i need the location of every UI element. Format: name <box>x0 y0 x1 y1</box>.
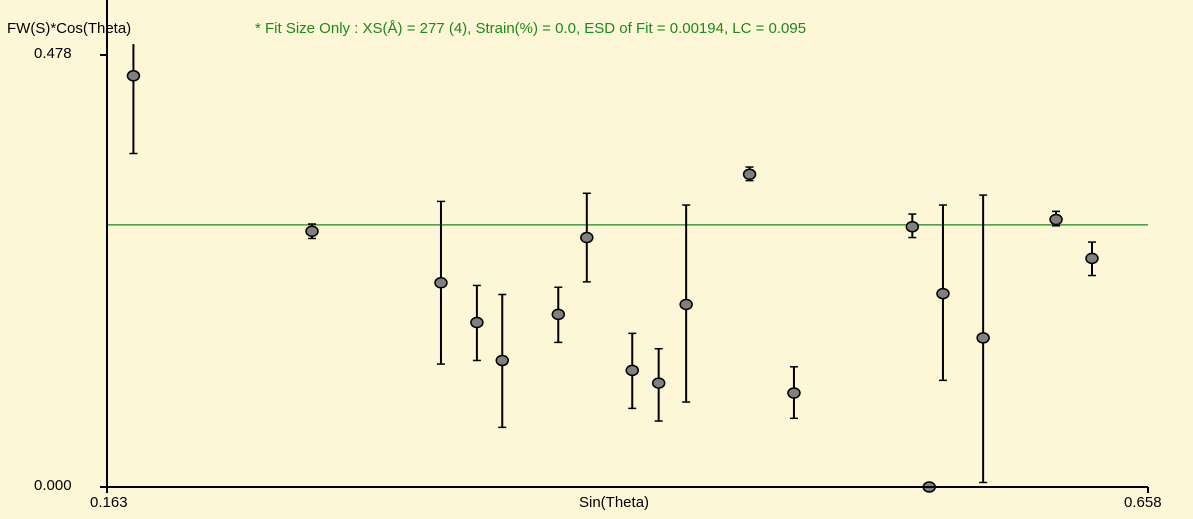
data-point <box>434 276 448 289</box>
data-point <box>651 377 666 389</box>
x-axis-label: Sin(Theta) <box>579 494 650 511</box>
data-point <box>1049 213 1063 226</box>
fit-summary-title: * Fit Size Only : XS(Å) = 277 (4), Strai… <box>255 20 807 37</box>
data-point <box>742 168 757 181</box>
data-point <box>1085 252 1099 265</box>
y-tick-label-top: 0.478 <box>34 45 72 62</box>
x-tick-label-right: 0.658 <box>1124 494 1162 511</box>
data-point <box>679 298 693 311</box>
y-axis-label: FW(S)*Cos(Theta) <box>7 20 132 37</box>
data-point <box>787 387 801 399</box>
data-point <box>580 231 594 244</box>
data-point <box>470 316 484 329</box>
data-point <box>551 308 566 321</box>
data-point <box>495 354 510 367</box>
data-point <box>126 70 141 82</box>
data-point <box>976 332 990 344</box>
data-point <box>936 287 950 300</box>
x-tick-label-left: 0.163 <box>90 494 128 511</box>
y-tick-label-bottom: 0.000 <box>34 477 72 494</box>
data-point <box>905 220 920 233</box>
data-point <box>625 364 640 377</box>
data-point <box>305 225 319 237</box>
